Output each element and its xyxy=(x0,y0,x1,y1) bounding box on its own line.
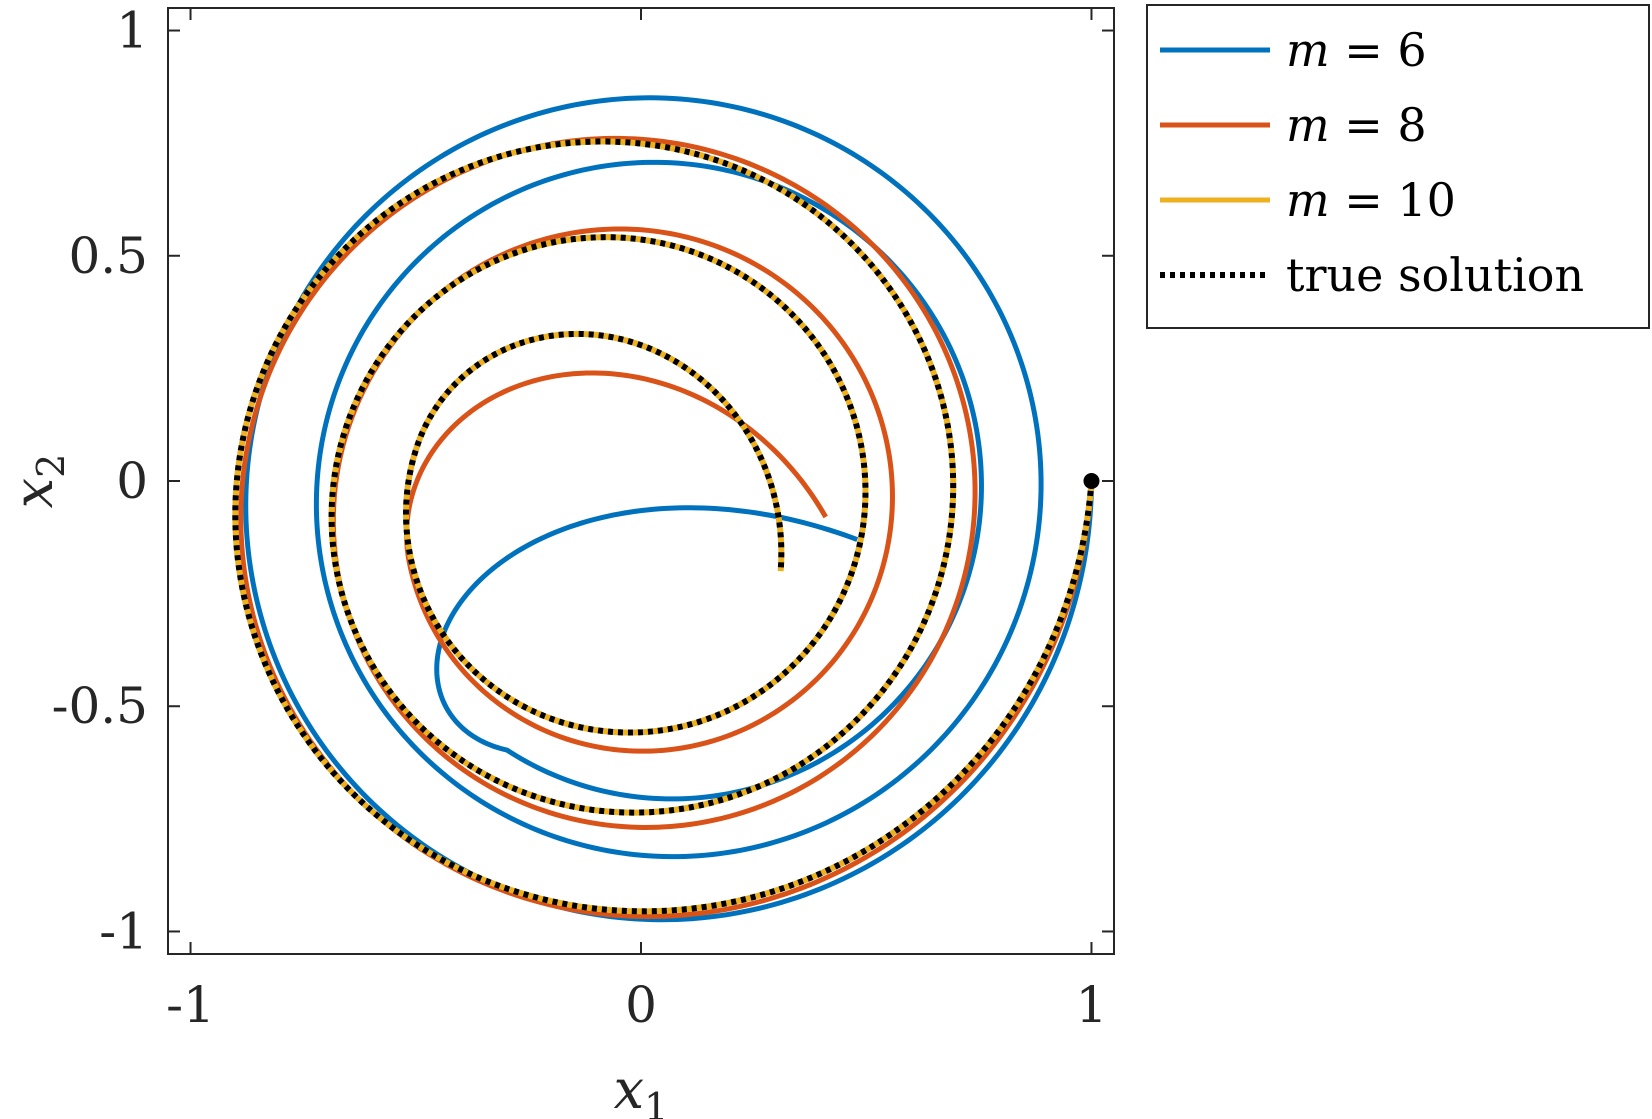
y-tick-label: 1 xyxy=(116,2,148,60)
x-tick-label: 0 xyxy=(625,976,657,1034)
legend-label-3: m = 10 xyxy=(1286,173,1456,227)
legend: m = 6 m = 8 m = 10 true solution xyxy=(1146,4,1650,329)
y-tick-label: 0.5 xyxy=(68,227,148,285)
y-tick-label: -0.5 xyxy=(52,677,148,735)
tick-labels: -1 0 1 -1 -0.5 0 0.5 1 xyxy=(52,2,1108,1034)
legend-label-1: m = 6 xyxy=(1286,23,1427,77)
x-tick-label: 1 xyxy=(1076,976,1108,1034)
y-tick-label: 0 xyxy=(116,452,148,510)
x-tick-label: -1 xyxy=(166,976,215,1034)
series-line-4 xyxy=(232,138,1095,915)
series-line-1 xyxy=(243,95,1094,923)
legend-entries: m = 6 m = 8 m = 10 true solution xyxy=(1160,23,1584,302)
y-axis-label: x2 xyxy=(2,454,73,509)
legend-label-4: true solution xyxy=(1286,248,1584,302)
y-tick-label: -1 xyxy=(99,902,148,960)
start-point-marker xyxy=(1083,473,1100,489)
plot-area xyxy=(167,7,1115,955)
x-axis-label: x1 xyxy=(614,1058,669,1119)
legend-label-2: m = 8 xyxy=(1286,98,1427,152)
ticks-layer xyxy=(168,8,1114,954)
series-layer xyxy=(232,95,1095,923)
